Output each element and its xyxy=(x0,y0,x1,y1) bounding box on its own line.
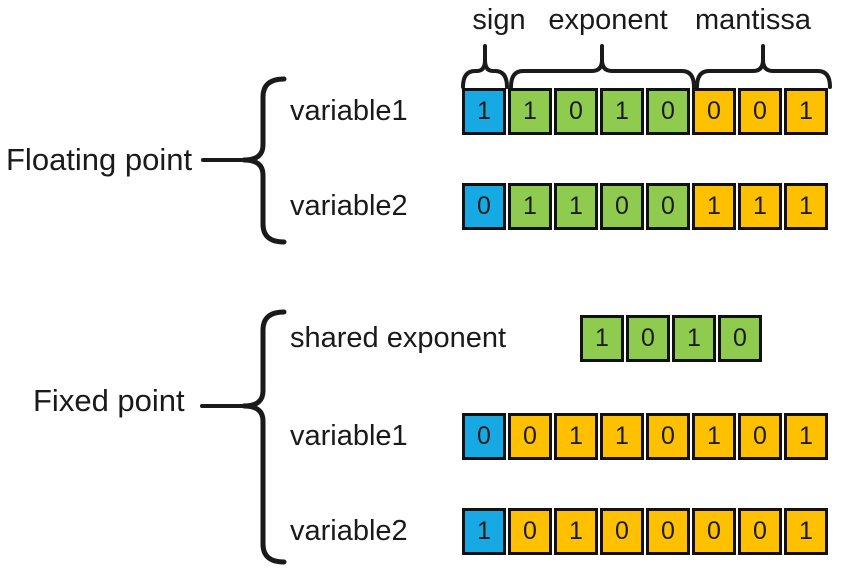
bit-cell: 0 xyxy=(508,508,552,555)
bit-cell: 0 xyxy=(738,413,782,460)
bit-cell: 0 xyxy=(646,183,690,230)
bit-cell: 0 xyxy=(738,88,782,135)
floating-variable2-bit-row: 0 1 1 0 0 1 1 1 xyxy=(462,183,828,230)
bit-cell: 0 xyxy=(554,88,598,135)
bit-cell: 1 xyxy=(692,183,736,230)
bit-cell: 0 xyxy=(738,508,782,555)
exponent-brace xyxy=(509,44,696,89)
bit-cell: 0 xyxy=(600,183,644,230)
shared-exponent-label: shared exponent xyxy=(290,322,507,354)
exponent-field-label: exponent xyxy=(548,4,668,36)
mantissa-brace xyxy=(695,44,832,89)
floating-variable1-label: variable1 xyxy=(290,95,408,127)
bit-cell: 1 xyxy=(554,183,598,230)
bit-cell: 0 xyxy=(462,413,506,460)
bit-cell: 1 xyxy=(784,88,828,135)
bit-cell: 1 xyxy=(580,315,624,362)
bit-cell: 1 xyxy=(462,88,506,135)
shared-exponent-bit-row: 1 0 1 0 xyxy=(580,315,762,362)
sign-field-label: sign xyxy=(472,4,526,36)
sign-brace xyxy=(461,44,509,89)
bit-cell: 1 xyxy=(508,88,552,135)
bit-cell: 1 xyxy=(600,88,644,135)
fixed-point-brace xyxy=(241,309,287,565)
bit-cell: 0 xyxy=(692,508,736,555)
bit-cell: 0 xyxy=(600,508,644,555)
bit-cell: 0 xyxy=(626,315,670,362)
bit-cell: 0 xyxy=(646,88,690,135)
bit-cell: 1 xyxy=(462,508,506,555)
floating-point-section-label: Floating point xyxy=(6,142,193,177)
mantissa-field-label: mantissa xyxy=(694,4,812,36)
fixed-variable1-label: variable1 xyxy=(290,420,408,452)
bit-cell: 1 xyxy=(738,183,782,230)
fixed-variable2-label: variable2 xyxy=(290,515,408,547)
floating-variable1-bit-row: 1 1 0 1 0 0 0 1 xyxy=(462,88,828,135)
fixed-variable1-bit-row: 0 0 1 1 0 1 0 1 xyxy=(462,413,828,460)
fixed-variable2-bit-row: 1 0 1 0 0 0 0 1 xyxy=(462,508,828,555)
bit-cell: 0 xyxy=(692,88,736,135)
bit-cell: 0 xyxy=(462,183,506,230)
bit-cell: 1 xyxy=(692,413,736,460)
floating-variable2-label: variable2 xyxy=(290,190,408,222)
fixed-point-section-label: Fixed point xyxy=(33,383,185,418)
bit-cell: 0 xyxy=(646,413,690,460)
bit-cell: 1 xyxy=(672,315,716,362)
bit-cell: 1 xyxy=(784,508,828,555)
bit-cell: 0 xyxy=(718,315,762,362)
bit-cell: 0 xyxy=(646,508,690,555)
bit-cell: 0 xyxy=(508,413,552,460)
bit-cell: 1 xyxy=(554,508,598,555)
bit-cell: 1 xyxy=(784,413,828,460)
floating-point-brace xyxy=(241,76,287,245)
bit-cell: 1 xyxy=(784,183,828,230)
bit-cell: 1 xyxy=(600,413,644,460)
bit-cell: 1 xyxy=(508,183,552,230)
bit-cell: 1 xyxy=(554,413,598,460)
